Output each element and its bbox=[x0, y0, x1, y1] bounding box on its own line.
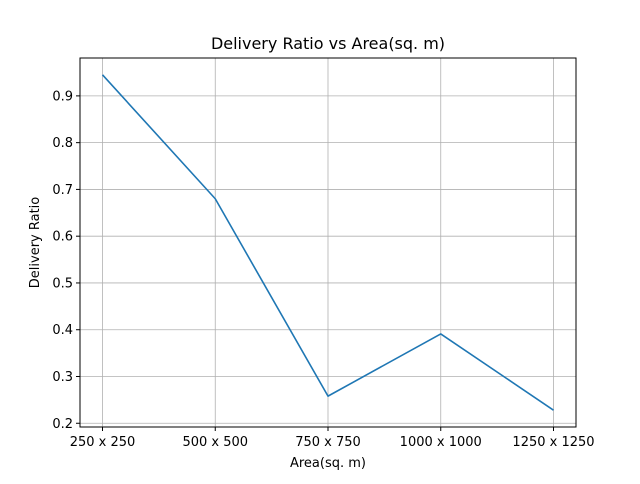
y-tick-label: 0.6 bbox=[52, 230, 73, 245]
chart-title: Delivery Ratio vs Area(sq. m) bbox=[211, 34, 445, 53]
axis-ticks: 250 x 250 500 x 500 750 x 750 1000 x 1000 12… bbox=[52, 89, 594, 450]
x-tick-label: 1000 x 1000 bbox=[400, 435, 482, 450]
y-tick-label: 0.5 bbox=[52, 276, 73, 291]
y-axis-label: Delivery Ratio bbox=[28, 197, 43, 289]
x-axis-label: Area(sq. m) bbox=[290, 456, 366, 471]
y-tick-label: 0.2 bbox=[52, 417, 73, 432]
y-tick-label: 0.8 bbox=[52, 136, 73, 151]
y-tick-label: 0.4 bbox=[52, 323, 73, 338]
y-tick-label: 0.7 bbox=[52, 183, 73, 198]
x-tick-label: 1250 x 1250 bbox=[512, 435, 594, 450]
x-tick-label: 250 x 250 bbox=[70, 435, 136, 450]
grid-lines bbox=[80, 58, 576, 427]
x-tick-label: 750 x 750 bbox=[295, 435, 361, 450]
x-tick-label: 500 x 500 bbox=[182, 435, 248, 450]
y-tick-label: 0.3 bbox=[52, 370, 73, 385]
y-tick-label: 0.9 bbox=[52, 89, 73, 104]
